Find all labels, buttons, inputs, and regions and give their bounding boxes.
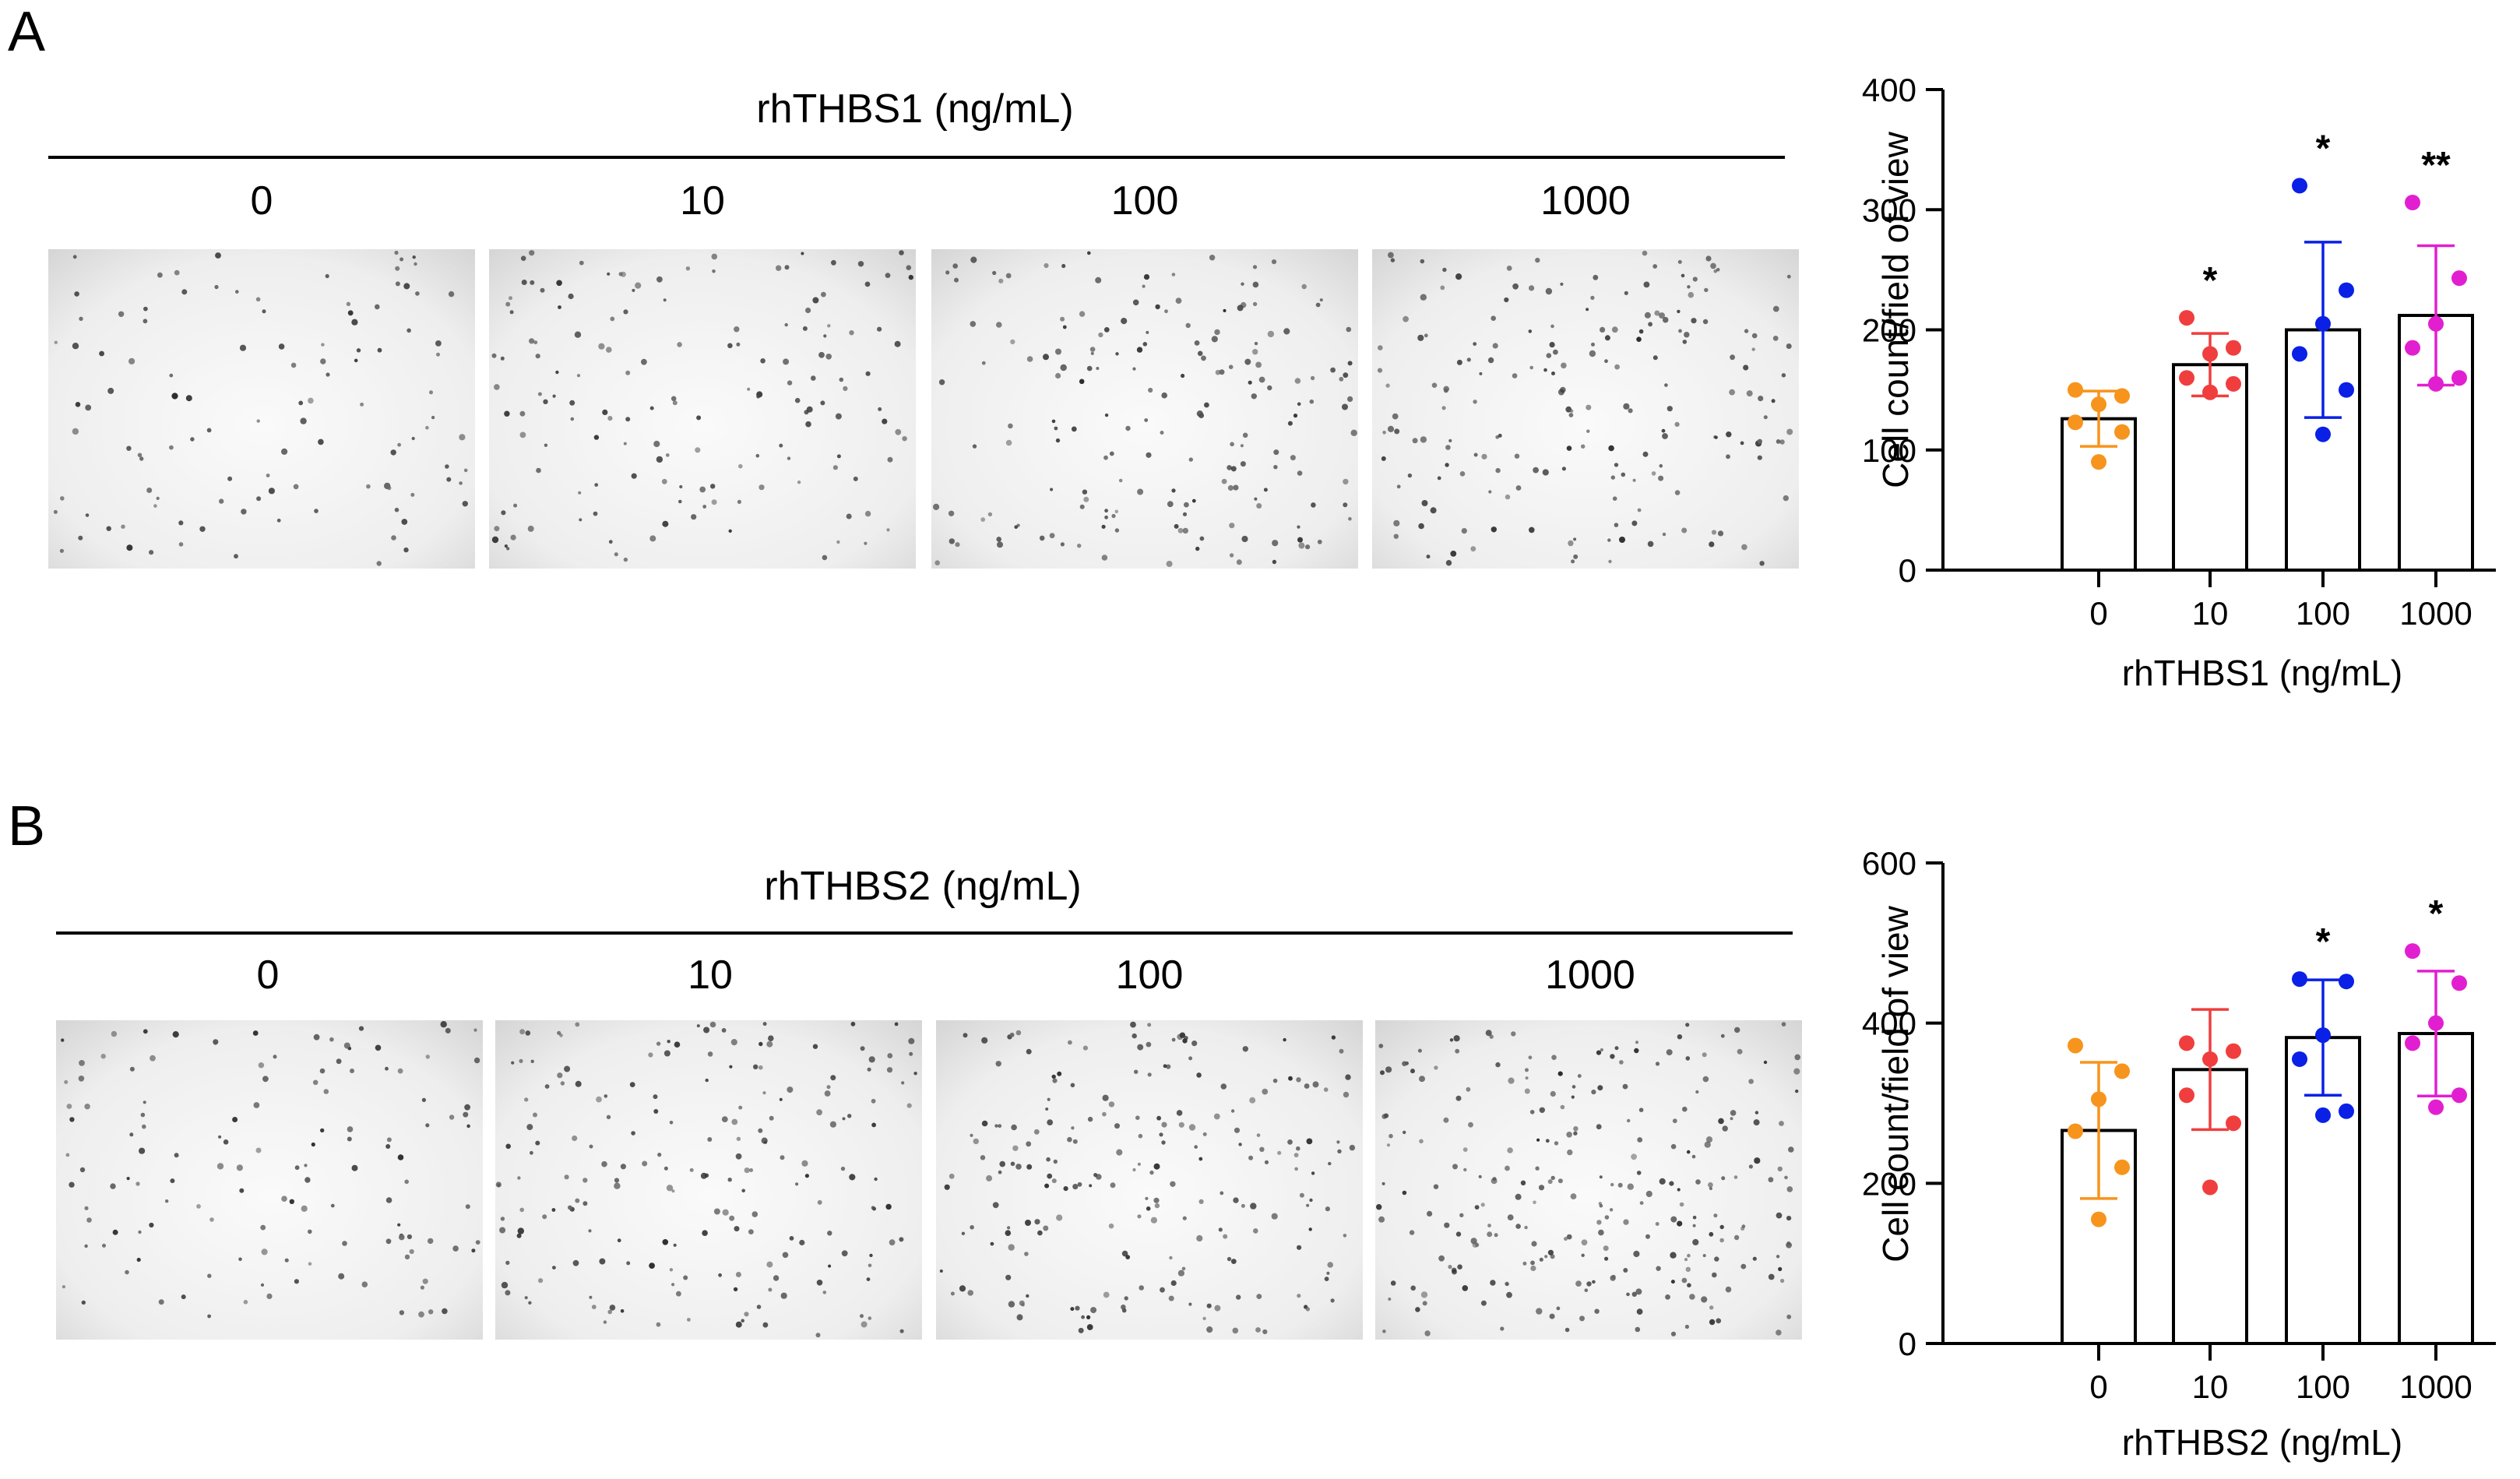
- data-point-a-1-2: [2202, 346, 2218, 362]
- x-tick-label-a-0: 0: [2089, 595, 2107, 632]
- panel-letter-b: B: [8, 795, 46, 857]
- y-tick-label-b-0: 0: [1899, 1326, 1916, 1362]
- micrograph-b-0: [56, 1020, 483, 1340]
- data-point-a-0-2: [2091, 396, 2106, 413]
- treatment-rule-b: [56, 931, 1793, 935]
- data-point-b-3-5: [2428, 1099, 2444, 1115]
- concentration-label-b-0: 0: [256, 953, 280, 998]
- y-tick-label-a-2: 200: [1862, 312, 1916, 349]
- y-tick-label-b-1: 200: [1862, 1165, 1916, 1202]
- concentration-label-a-1: 10: [680, 178, 725, 224]
- data-point-b-0-3: [2068, 1123, 2083, 1139]
- data-point-a-3-0: [2405, 194, 2420, 210]
- x-tick-label-a-3: 1000: [2399, 595, 2472, 632]
- treatment-rule-a: [48, 156, 1785, 159]
- x-tick-label-a-2: 100: [2296, 595, 2350, 632]
- data-point-b-3-0: [2405, 943, 2420, 960]
- data-point-a-3-5: [2428, 375, 2444, 392]
- data-point-b-1-4: [2226, 1115, 2241, 1132]
- x-tick-label-b-1: 10: [2192, 1368, 2229, 1405]
- data-point-b-0-4: [2114, 1159, 2130, 1175]
- y-axis-label-a: Cell count/field of view: [1875, 131, 1916, 488]
- concentration-label-a-3: 1000: [1540, 178, 1631, 224]
- y-tick-label-a-1: 100: [1862, 432, 1916, 469]
- concentration-label-b-3: 1000: [1545, 953, 1635, 998]
- data-point-a-2-2: [2315, 315, 2331, 332]
- data-point-b-3-2: [2428, 1015, 2444, 1031]
- data-point-a-2-5: [2315, 426, 2331, 442]
- data-point-a-3-4: [2451, 370, 2467, 386]
- data-point-a-2-3: [2292, 346, 2307, 362]
- concentration-label-b-2: 100: [1115, 953, 1184, 998]
- treatment-title-b: rhTHBS2 (ng/mL): [764, 864, 1082, 909]
- concentration-label-a-0: 0: [250, 178, 273, 224]
- data-point-b-2-2: [2315, 1027, 2331, 1044]
- data-point-b-2-1: [2339, 974, 2354, 990]
- data-point-b-1-0: [2179, 1035, 2194, 1051]
- data-point-b-0-2: [2091, 1091, 2106, 1107]
- data-point-a-1-1: [2226, 340, 2241, 356]
- x-axis-label-b: rhTHBS2 (ng/mL): [2122, 1422, 2402, 1463]
- data-point-a-1-5: [2202, 384, 2218, 400]
- y-tick-label-a-4: 400: [1862, 72, 1916, 108]
- data-point-a-2-0: [2292, 178, 2307, 194]
- data-point-b-0-1: [2114, 1063, 2130, 1079]
- x-tick-label-b-2: 100: [2296, 1368, 2350, 1405]
- data-point-a-2-1: [2339, 282, 2354, 298]
- significance-a-2: *: [2316, 128, 2331, 169]
- micrograph-a-2: [931, 249, 1358, 569]
- micrograph-b-1: [495, 1020, 922, 1340]
- x-tick-label-b-0: 0: [2089, 1368, 2107, 1405]
- micrograph-b-2: [936, 1020, 1363, 1340]
- data-point-b-2-4: [2339, 1103, 2354, 1119]
- y-tick-label-a-0: 0: [1899, 552, 1916, 589]
- data-point-b-0-5: [2091, 1211, 2106, 1227]
- data-point-b-1-3: [2179, 1087, 2194, 1104]
- data-point-b-3-4: [2451, 1087, 2467, 1104]
- y-axis-label-b: Cell count/field of view: [1875, 905, 1916, 1262]
- data-point-b-2-0: [2292, 971, 2307, 988]
- y-tick-label-b-2: 400: [1862, 1005, 1916, 1042]
- data-point-a-0-4: [2114, 424, 2130, 440]
- y-tick-label-a-3: 300: [1862, 192, 1916, 228]
- data-point-a-3-1: [2451, 270, 2467, 287]
- data-point-a-0-1: [2114, 388, 2130, 404]
- data-point-b-3-3: [2405, 1035, 2420, 1051]
- concentration-label-a-2: 100: [1110, 178, 1179, 224]
- treatment-title-a: rhTHBS1 (ng/mL): [756, 86, 1074, 132]
- significance-a-3: **: [2421, 145, 2451, 186]
- data-point-a-1-4: [2226, 375, 2241, 392]
- data-point-a-3-2: [2428, 315, 2444, 332]
- data-point-b-2-3: [2292, 1051, 2307, 1067]
- significance-b-3: *: [2429, 893, 2444, 935]
- data-point-b-1-1: [2226, 1043, 2241, 1059]
- panel-letter-a: A: [8, 1, 46, 63]
- data-point-a-2-4: [2339, 382, 2354, 398]
- x-axis-label-a: rhTHBS1 (ng/mL): [2122, 653, 2402, 693]
- data-point-a-0-0: [2068, 382, 2083, 398]
- data-point-b-3-1: [2451, 975, 2467, 991]
- data-point-b-2-5: [2315, 1107, 2331, 1123]
- data-point-a-1-3: [2179, 370, 2194, 386]
- data-point-a-0-3: [2068, 414, 2083, 431]
- micrograph-a-3: [1372, 249, 1799, 569]
- data-point-b-1-5: [2202, 1179, 2218, 1196]
- data-point-a-1-0: [2179, 310, 2194, 326]
- concentration-label-b-1: 10: [688, 953, 733, 998]
- x-tick-label-b-3: 1000: [2399, 1368, 2472, 1405]
- data-point-b-0-0: [2068, 1037, 2083, 1054]
- significance-b-2: *: [2316, 921, 2331, 963]
- data-point-a-3-3: [2405, 340, 2420, 356]
- data-point-a-0-5: [2091, 454, 2106, 470]
- micrograph-a-1: [489, 249, 916, 569]
- micrograph-a-0: [48, 249, 475, 569]
- significance-a-1: *: [2203, 260, 2218, 301]
- y-tick-label-b-3: 600: [1862, 845, 1916, 882]
- micrograph-b-3: [1375, 1020, 1802, 1340]
- data-point-b-1-2: [2202, 1051, 2218, 1067]
- x-tick-label-a-1: 10: [2192, 595, 2229, 632]
